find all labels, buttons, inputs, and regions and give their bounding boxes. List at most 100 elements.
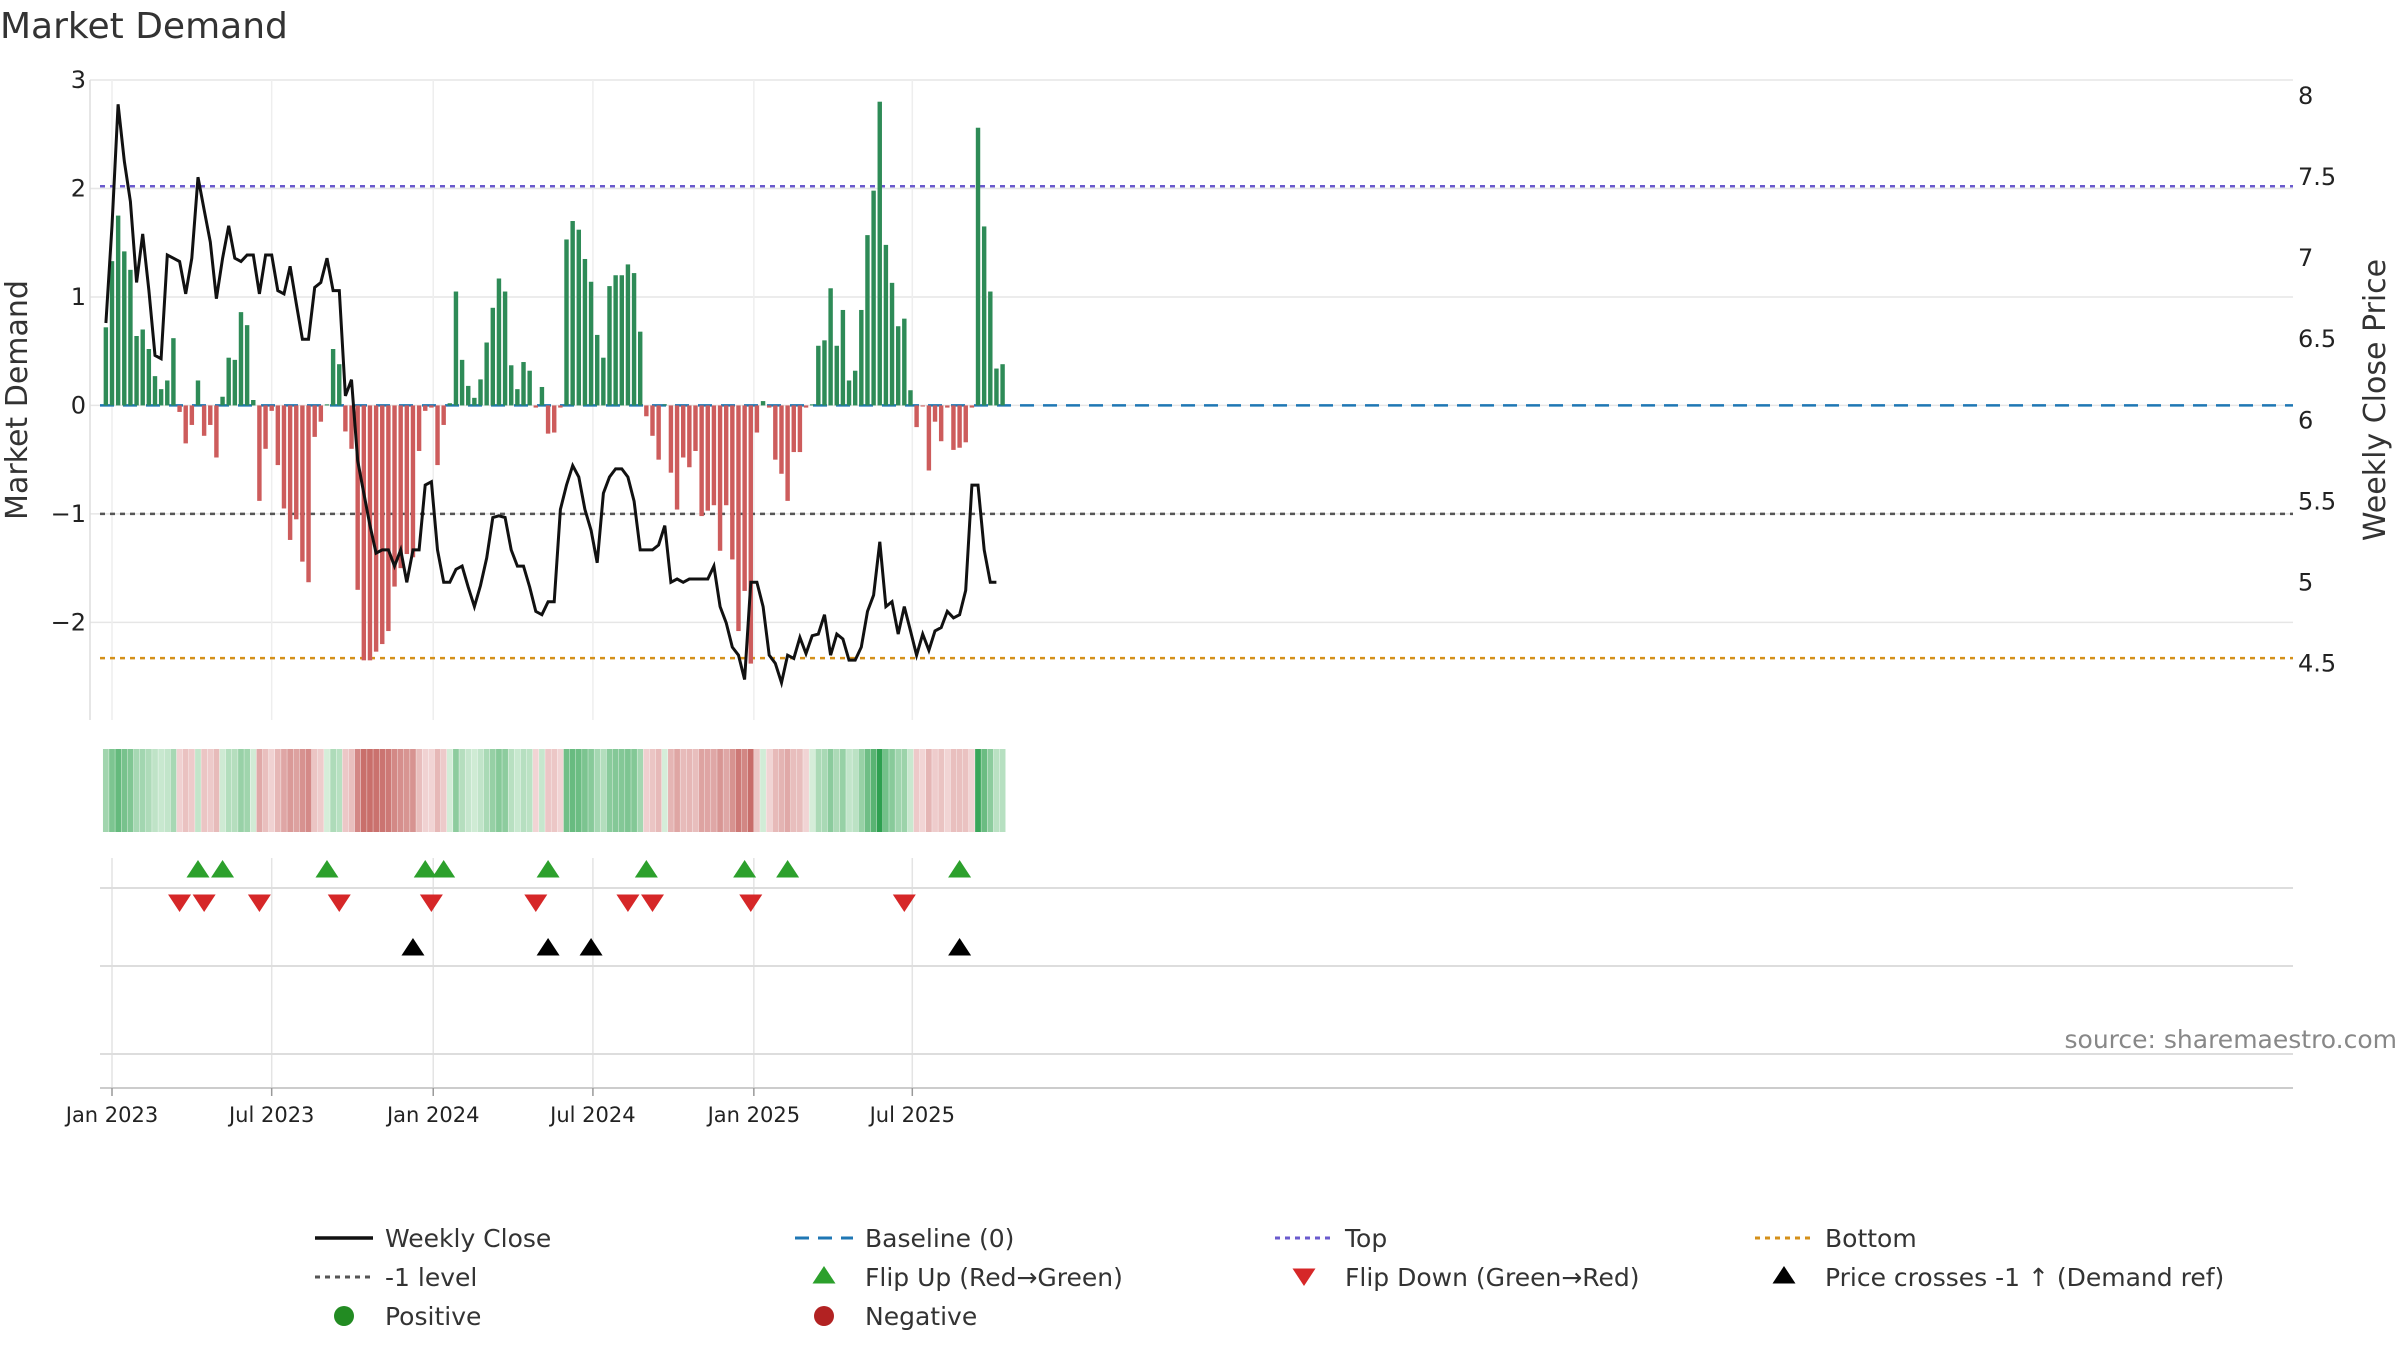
heat-cell [152,749,158,832]
heat-cell [883,749,889,832]
heat-cell [600,749,607,832]
heat-cell [133,749,140,832]
demand-bar [674,405,680,510]
heat-cell [674,749,680,832]
heat-cell [889,749,895,832]
demand-bar [109,261,115,406]
axes: 3 2 1 0 −1 −2 8 7.5 7 6.5 6 5.5 5 4.5 [51,66,2336,720]
demand-bar [490,307,496,406]
demand-bar [410,405,416,558]
y-tick-label: 0 [71,391,86,419]
heat-cell [588,749,594,832]
heat-cell [539,749,545,832]
heat-cell [532,749,539,832]
heat-cell [680,749,687,832]
date-tick-label: Jul 2024 [548,1103,635,1127]
heat-cell [213,749,220,832]
heat-cell [348,749,355,832]
demand-bar [988,291,993,406]
heat-cell [262,749,269,832]
legend-item-cross: Price crosses -1 ↑ (Demand ref) [1772,1263,2224,1292]
legend-item-top: Top [1275,1224,1387,1253]
demand-bar [294,405,299,520]
heat-cell [649,749,656,832]
heat-cell [551,749,558,832]
demand-bar [957,405,962,448]
heat-cell [962,749,969,832]
demand-bar [828,288,833,406]
heat-cell [637,749,644,832]
heat-cell [274,749,281,832]
heat-cell [102,749,109,832]
demand-bar [644,405,649,417]
heat-cell [477,749,484,832]
demand-bar [711,405,717,506]
signal-markers [100,860,2293,1055]
heat-cell [367,749,373,832]
heat-cell [815,749,822,832]
heat-cell [385,749,392,832]
demand-bar [251,400,256,406]
heat-cell [238,749,244,832]
demand-bar [834,345,839,406]
demand-bar [705,405,710,511]
heat-cell [950,749,957,832]
heat-cell [428,749,435,832]
demand-bar [840,309,846,406]
demand-bar [736,405,741,632]
y-tick-label: 1 [71,283,86,311]
heat-cell [373,749,379,832]
demand-bar [797,405,803,453]
flip-down-marker [327,894,351,912]
demand-bar [478,379,483,406]
heat-cell [207,749,214,832]
heat-cell [465,749,472,832]
legend-label: Flip Down (Green→Red) [1345,1263,1640,1292]
demand-bar [238,312,244,406]
flip-down-marker [739,894,763,912]
demand-bar [361,405,367,661]
demand-bar [975,127,981,406]
demand-bar [324,404,330,406]
legend-label: Top [1344,1224,1387,1253]
demand-bar [226,357,231,406]
heat-cell [987,749,994,832]
demand-bar [429,405,434,408]
legend-item-positive: Positive [334,1302,481,1331]
heat-cell [471,749,478,832]
legend-item-flip_up: Flip Up (Red→Green) [812,1263,1123,1292]
legend-swatch [334,1306,354,1326]
y2-tick-label: 6.5 [2298,325,2336,353]
heat-cell [925,749,932,832]
weekly-close-line [104,104,997,689]
heat-cell [453,749,459,832]
heat-cell [496,749,502,832]
heat-cell [938,749,945,832]
heat-cell [913,749,920,832]
demand-bar [103,327,109,406]
heat-cell [403,749,410,832]
y-axis-label: Market Demand [0,280,35,520]
demand-bar [318,405,324,422]
legend-swatch [1292,1268,1316,1286]
heat-cell [268,749,275,832]
heat-cell [833,749,840,832]
date-tick-label: Jan 2023 [64,1103,159,1127]
flip-up-marker [186,860,210,878]
heat-cell [305,749,312,832]
legend-swatch [812,1266,836,1284]
heat-cell [772,749,779,832]
heat-cell [256,749,263,832]
demand-bar [619,275,624,406]
heat-cell [643,749,650,832]
heat-cell [287,749,294,832]
heat-cell [317,749,324,832]
legend-label: -1 level [385,1263,477,1292]
heat-cell [999,749,1006,832]
demand-bar [115,215,121,406]
y2-axis-label: Weekly Close Price [2358,259,2393,541]
demand-bar [367,405,373,661]
heat-cell [188,749,195,832]
demand-bar [895,326,901,406]
